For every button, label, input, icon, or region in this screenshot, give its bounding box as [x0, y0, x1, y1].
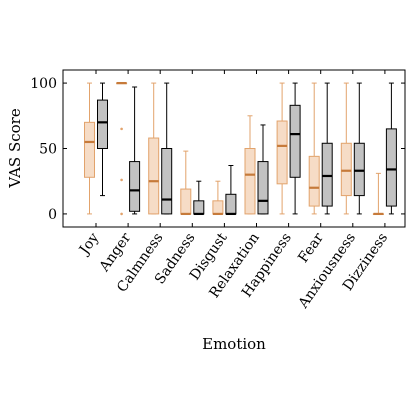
x-axis-title: Emotion [202, 335, 266, 353]
y-tick-label: 0 [48, 207, 57, 223]
box-series-2-fear [321, 82, 333, 215]
box-series-1-happiness [276, 82, 288, 215]
outlier-point [120, 178, 123, 182]
box-iqr [340, 142, 352, 197]
box-series-1-calmness [148, 82, 160, 215]
box-series-1-joy [84, 82, 95, 215]
y-axis-title: VAS Score [6, 108, 24, 189]
box-iqr [129, 161, 141, 212]
box-iqr [193, 200, 205, 215]
box-iqr [385, 128, 397, 207]
x-tick-label: Fear [295, 230, 327, 266]
box-iqr [84, 121, 95, 178]
box-series-1-disgust [212, 180, 224, 216]
box-iqr [289, 104, 301, 178]
box-series-2-anxiousness [353, 82, 365, 215]
box-series-2-sadness [193, 180, 205, 216]
box-iqr [180, 188, 192, 215]
box-series-1-sadness [180, 150, 192, 216]
box-iqr [353, 142, 365, 197]
box-iqr [257, 161, 269, 215]
box-iqr [276, 120, 288, 185]
box-iqr [225, 193, 237, 215]
box-iqr [321, 142, 333, 207]
box-series-1-relaxation [244, 115, 256, 215]
y-tick-label: 50 [39, 142, 57, 158]
box-series-1-dizziness [372, 172, 384, 216]
box-series-2-disgust [225, 165, 237, 216]
box-iqr [148, 137, 160, 215]
box-series-1-fear [308, 82, 320, 215]
box-iqr [244, 148, 256, 215]
y-tick-label: 100 [30, 76, 57, 92]
box-series-2-anger [129, 86, 141, 215]
box-iqr [212, 200, 224, 215]
x-tick-label: Joy [75, 230, 102, 259]
box-series-2-happiness [289, 82, 301, 215]
outlier-point [120, 127, 123, 131]
box-iqr [308, 155, 320, 207]
box-series-2-joy [97, 82, 108, 197]
box-iqr [97, 99, 108, 149]
box-series-2-calmness [161, 82, 173, 215]
box-series-1-anxiousness [340, 82, 352, 215]
box-series-1-anger [116, 81, 128, 216]
outlier-point [120, 212, 123, 216]
box-iqr [161, 148, 173, 215]
box-series-2-relaxation [257, 124, 269, 215]
box-series-2-dizziness [385, 82, 397, 215]
